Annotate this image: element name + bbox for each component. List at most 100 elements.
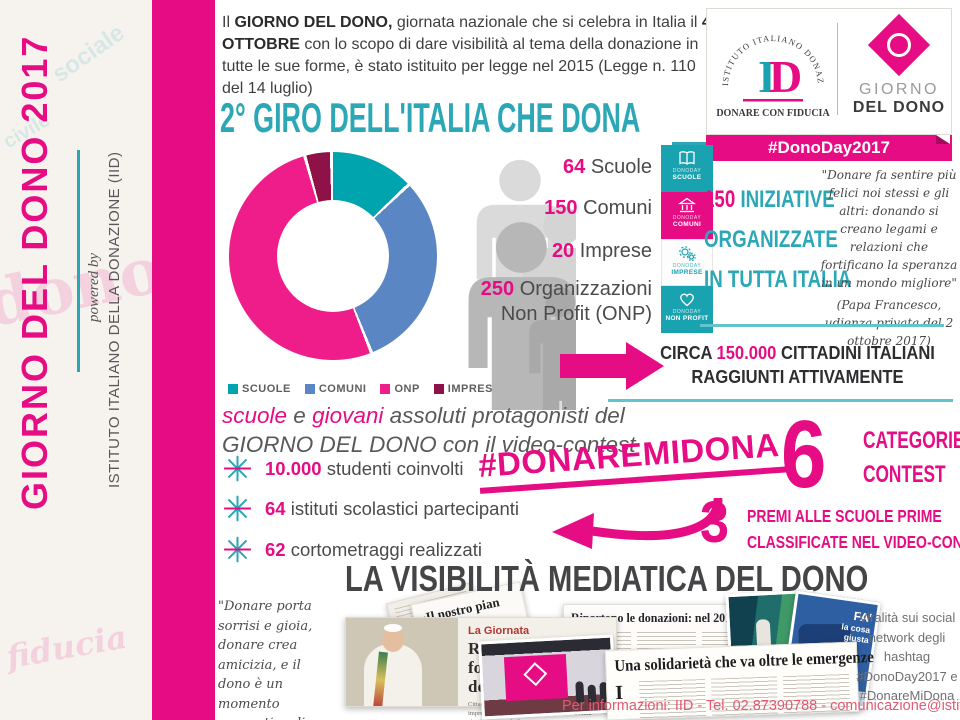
mattarella-quote-text: "Donare porta sorrisi e gioia, donare cr… (218, 599, 313, 720)
contest-three-label2: CLASSIFICATE NEL VIDEO-CONTEST (747, 532, 960, 552)
initiatives-line1: INIZIATIVE (735, 186, 835, 213)
bullet-cortometraggi: 62 cortometraggi realizzati (224, 536, 482, 563)
pope-quote: "Donare fa sentire più felici noi stessi… (820, 166, 958, 350)
badge-label: NON PROFIT (665, 315, 709, 322)
donut-hole (277, 200, 389, 312)
legend-item: ONP (380, 383, 419, 395)
social-virality-note: Viralità sui social network degli hashta… (856, 610, 958, 703)
donut-chart (229, 152, 437, 360)
logo-divider (837, 23, 838, 115)
reach-statement: CIRCA 150.000 CITTADINI ITALIANI RAGGIUN… (653, 341, 943, 389)
legend-label: COMUNI (318, 383, 367, 395)
sidebar-accent-bar (152, 0, 215, 720)
protagonists-line2: GIORNO DEL DONO con il video-contest (222, 432, 636, 457)
stat-comuni: 150 Comuni (440, 197, 652, 220)
stat-label-line2: Non Profit (ONP) (500, 303, 652, 325)
intro-bold-title: GIORNO DEL DONO, (234, 14, 393, 31)
badge-brand: DONODAY (672, 309, 702, 315)
contest-number-six: 6 (781, 401, 827, 508)
bullet-label: cortometraggi realizzati (285, 538, 482, 560)
reach-line2: RAGGIUNTI ATTIVAMENTE (691, 367, 904, 387)
gdd-logo-line1: GIORNO (859, 81, 939, 98)
legend-swatch (228, 384, 238, 394)
contest-six-label1: CATEGORIE (863, 427, 960, 454)
donoday-badge-strip: DONODAY SCUOLE DONODAY COMUNI DONODAY IM… (661, 145, 713, 333)
sidebar-organization: ISTITUTO ITALIANO DELLA DONAZIONE (IID) (106, 151, 123, 489)
badge-scuole: DONODAY SCUOLE (661, 145, 713, 192)
stat-scuole: 64 Scuole (440, 156, 652, 179)
gdd-diamond-icon (867, 13, 931, 77)
gdd-logo-line2: DEL DONO (852, 99, 946, 116)
intro-paragraph: Il GIORNO DEL DONO, giornata nazionale c… (222, 12, 716, 100)
stat-value: 64 (563, 156, 586, 178)
legend-swatch (433, 384, 444, 394)
heart-icon (680, 293, 694, 307)
intro-mid: giornata nazionale che si celebra in Ita… (392, 14, 702, 31)
chart-legend: SCUOLE COMUNI ONP IMPRESE (228, 383, 501, 395)
mattarella-quote: "Donare porta sorrisi e gioia, donare cr… (218, 597, 336, 720)
teal-divider (700, 324, 944, 327)
pope-robe-shape (364, 644, 422, 706)
tv-pink-backdrop (503, 654, 569, 702)
star-bullet-icon (224, 536, 251, 563)
legend-swatch (304, 384, 315, 394)
stat-value: 150 (544, 197, 578, 219)
iid-letter-d: D (769, 51, 802, 102)
badge-brand: DONODAY (672, 263, 702, 269)
stat-value: 20 (551, 240, 575, 262)
bullet-studenti: 10.000 studenti coinvolti (224, 455, 464, 482)
gdd-knot-icon (882, 28, 916, 62)
iid-tagline: DONARE CON FIDUCIA (716, 108, 830, 119)
stat-label: Scuole (585, 156, 652, 178)
id-diamond-icon (523, 662, 548, 687)
book-icon (679, 151, 695, 165)
sidebar-divider-line (77, 150, 80, 372)
iid-letter-i: I (758, 51, 776, 102)
legend-label: SCUOLE (242, 383, 291, 395)
legend-label: IMPRESE (447, 383, 501, 395)
bullet-number: 62 (265, 538, 286, 560)
sidebar-background: dono fiducia sociale civile (0, 0, 169, 720)
stat-label: Organizzazioni (514, 278, 652, 300)
gears-icon (679, 246, 696, 262)
initiatives-line2: ORGANIZZATE (704, 226, 838, 253)
initiatives-number: 150 (704, 186, 736, 213)
star-bullet-icon (224, 495, 251, 522)
protagonists-word2: giovani (312, 403, 384, 428)
legend-item: SCUOLE (228, 383, 291, 395)
bank-icon (677, 197, 697, 213)
footer-contact: Per informazioni: IID - Tel. 02.87390788… (562, 698, 960, 714)
legend-swatch (380, 384, 391, 394)
contest-number-three: 3 (700, 490, 730, 555)
reach-number: 150.000 (716, 343, 777, 363)
badge-label: SCUOLE (672, 174, 702, 181)
contest-three-labels: PREMI ALLE SCUOLE PRIME CLASSIFICATE NEL… (747, 503, 960, 555)
initiatives-block: 150 INIZIATIVE ORGANIZZATE IN TUTTA ITAL… (704, 180, 893, 300)
protagonists-heading: scuole e giovani assoluti protagonisti d… (222, 401, 635, 459)
bullet-label: studenti coinvolti (321, 457, 464, 479)
pope-quote-text: "Donare fa sentire più felici noi stessi… (820, 168, 958, 290)
pope-cap-shape (384, 624, 402, 632)
badge-imprese: DONODAY IMPRESE (661, 239, 713, 286)
watermark-word: fiducia (3, 617, 130, 677)
sidebar-title: GIORNO DEL DONO 2017 (14, 34, 55, 510)
iid-logo: ISTITUTO ITALIANO DONAZIONE I D DONARE C… (711, 12, 830, 119)
clipping-headline: Una solidarietà che va oltre le emergenz… (614, 647, 875, 676)
pope-photo (346, 618, 458, 706)
teal-divider (608, 399, 953, 402)
reach-pre: CIRCA (660, 343, 717, 363)
protagonists-word1: scuole (222, 403, 288, 428)
bullet-istituti: 64 istituti scolastici partecipanti (224, 495, 519, 522)
badge-brand: DONODAY (672, 168, 702, 174)
badge-brand: DONODAY (672, 215, 702, 221)
badge-label: COMUNI (672, 221, 702, 228)
protagonists-conj: e (287, 403, 313, 428)
protagonists-rest: assoluti protagonisti del (383, 403, 625, 428)
contest-six-labels: CATEGORIE CONTEST (863, 424, 960, 492)
bullet-number: 64 (265, 497, 286, 519)
right-arrow-head (626, 342, 664, 390)
badge-comuni: DONODAY COMUNI (661, 192, 713, 239)
bullet-label: istituti scolastici partecipanti (285, 497, 519, 519)
banner-fold (936, 135, 950, 144)
